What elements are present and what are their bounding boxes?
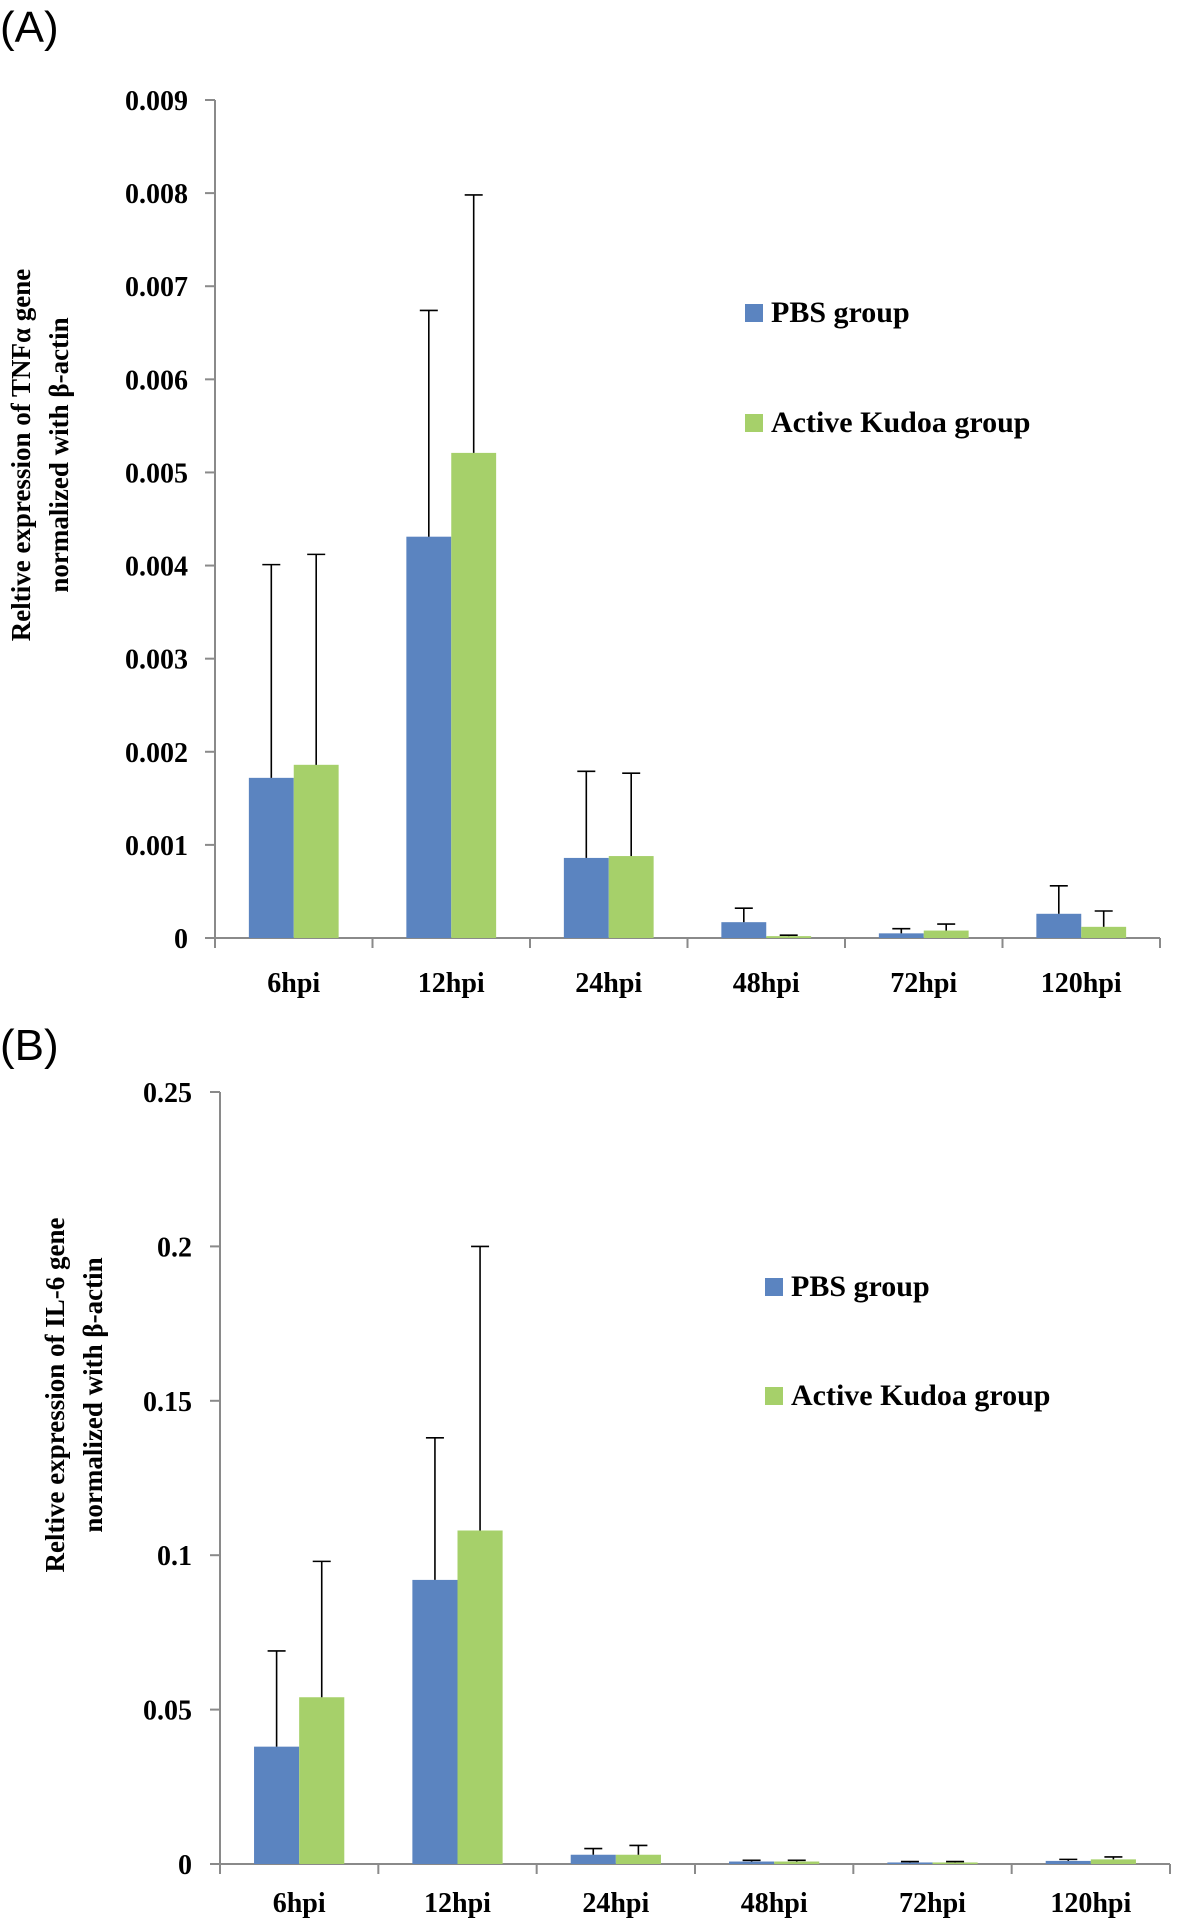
bar-active-kudoa-120hpi xyxy=(1081,926,1127,938)
bar-active-kudoa-12hpi xyxy=(457,1530,503,1864)
bar-pbs-120hpi xyxy=(1045,1860,1091,1864)
legend-label-pbs: PBS group xyxy=(791,1270,930,1303)
bar-active-kudoa-12hpi xyxy=(451,452,497,938)
bar-pbs-72hpi xyxy=(878,933,924,938)
bar-active-kudoa-48hpi xyxy=(766,936,812,938)
x-tick-label: 120hpi xyxy=(1050,1888,1131,1918)
bar-active-kudoa-48hpi xyxy=(774,1861,820,1864)
bar-active-kudoa-6hpi xyxy=(293,764,339,938)
y-axis-label-line: normalized with β-actin xyxy=(78,1257,108,1532)
bar-pbs-120hpi xyxy=(1036,913,1082,938)
y-tick-label: 0.004 xyxy=(125,552,188,583)
y-tick-label: 0.006 xyxy=(125,365,188,396)
y-axis-label: Reltive expression of TNFα gene normalize… xyxy=(6,269,74,642)
y-axis-label-line: Reltive expression of IL-6 gene xyxy=(40,1218,70,1573)
legend-swatch-pbs xyxy=(765,1278,783,1296)
y-tick-label: 0.005 xyxy=(125,458,188,489)
x-tick-label: 24hpi xyxy=(582,1888,649,1918)
y-tick-label: 0.009 xyxy=(125,86,188,117)
bar-active-kudoa-24hpi xyxy=(608,856,654,938)
y-axis-label: Reltive expression of IL-6 gene normalize… xyxy=(40,1218,108,1573)
y-axis-label-line: Reltive expression of TNFα gene xyxy=(6,269,36,642)
y-tick-label: 0.001 xyxy=(125,831,188,862)
y-tick-label: 0.007 xyxy=(125,272,188,303)
y-tick-label: 0 xyxy=(174,924,188,955)
bar-pbs-12hpi xyxy=(406,536,452,938)
x-tick-label: 120hpi xyxy=(1041,968,1122,999)
panel-b-il6-chart: (B) 0 0.05 0.1 0.15 0.2 0.25 6hpi 12hpi 24hpi 48hp… xyxy=(0,1021,1171,1918)
y-tick-label: 0.008 xyxy=(125,179,188,210)
y-tick-label: 0 xyxy=(178,1850,192,1881)
bar-pbs-24hpi xyxy=(563,857,609,938)
bar-pbs-48hpi xyxy=(729,1861,775,1864)
panel-a-tnf-alpha-chart: (A) 0 0.001 0.002 0.003 0.004 0.005 0.006 0.007 0… xyxy=(0,3,1161,999)
y-tick-label: 0.2 xyxy=(157,1232,192,1263)
y-tick-label: 0.25 xyxy=(143,1078,192,1109)
legend-swatch-pbs xyxy=(745,304,763,322)
panel-label: (B) xyxy=(0,1021,59,1070)
x-tick-label: 6hpi xyxy=(267,968,320,999)
bar-active-kudoa-72hpi xyxy=(932,1862,978,1864)
legend-swatch-active-kudoa xyxy=(745,414,763,432)
y-tick-label: 0.003 xyxy=(125,645,188,676)
legend-swatch-active-kudoa xyxy=(765,1387,783,1405)
y-tick-label: 0.15 xyxy=(143,1387,192,1418)
legend-label-active-kudoa: Active Kudoa group xyxy=(791,1379,1050,1412)
legend-label-pbs: PBS group xyxy=(771,296,910,329)
panel-label: (A) xyxy=(0,3,59,52)
y-axis-label-line: normalized with β-actin xyxy=(44,317,74,592)
bar-active-kudoa-6hpi xyxy=(299,1697,345,1864)
x-tick-label: 72hpi xyxy=(899,1888,966,1918)
bar-pbs-6hpi xyxy=(248,777,294,938)
bar-pbs-24hpi xyxy=(570,1854,616,1864)
bar-pbs-6hpi xyxy=(254,1746,300,1864)
x-tick-label: 12hpi xyxy=(424,1888,491,1918)
bar-pbs-48hpi xyxy=(721,922,767,938)
bar-pbs-12hpi xyxy=(412,1579,458,1864)
x-tick-label: 12hpi xyxy=(418,968,485,999)
bar-pbs-72hpi xyxy=(887,1862,933,1864)
bar-active-kudoa-24hpi xyxy=(615,1854,661,1864)
x-tick-label: 48hpi xyxy=(741,1888,808,1918)
y-tick-label: 0.1 xyxy=(157,1541,192,1572)
y-tick-label: 0.05 xyxy=(143,1696,192,1727)
x-tick-label: 24hpi xyxy=(575,968,642,999)
bar-active-kudoa-72hpi xyxy=(923,930,969,938)
x-tick-label: 6hpi xyxy=(273,1888,326,1918)
x-tick-label: 48hpi xyxy=(733,968,800,999)
y-tick-label: 0.002 xyxy=(125,738,188,769)
x-tick-label: 72hpi xyxy=(890,968,957,999)
bar-active-kudoa-120hpi xyxy=(1090,1859,1136,1864)
legend-label-active-kudoa: Active Kudoa group xyxy=(771,406,1030,439)
